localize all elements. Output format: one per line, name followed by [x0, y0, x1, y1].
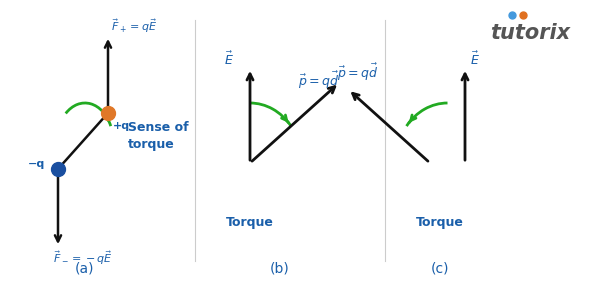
- Text: −q: −q: [28, 159, 45, 169]
- Text: $\vec{E}$: $\vec{E}$: [470, 51, 480, 68]
- Text: $\vec{F}_-$$= -q\vec{E}$: $\vec{F}_-$$= -q\vec{E}$: [53, 249, 113, 267]
- Text: $\vec{F}_+$$= q\vec{E}$: $\vec{F}_+$$= q\vec{E}$: [111, 17, 157, 35]
- Text: Sense of
torque: Sense of torque: [128, 121, 188, 151]
- Text: (b): (b): [270, 262, 290, 276]
- Text: (c): (c): [431, 262, 449, 276]
- Text: (a): (a): [75, 262, 95, 276]
- Text: $\vec{E}$: $\vec{E}$: [224, 51, 234, 68]
- Text: tutorix: tutorix: [490, 23, 570, 43]
- Text: $\vec{p}$$= q\vec{d}$: $\vec{p}$$= q\vec{d}$: [298, 70, 340, 91]
- Text: +q: +q: [113, 121, 130, 131]
- Text: Torque: Torque: [226, 216, 274, 229]
- Text: Torque: Torque: [416, 216, 464, 229]
- Text: $\vec{p}$$= q\vec{d}$: $\vec{p}$$= q\vec{d}$: [337, 62, 379, 83]
